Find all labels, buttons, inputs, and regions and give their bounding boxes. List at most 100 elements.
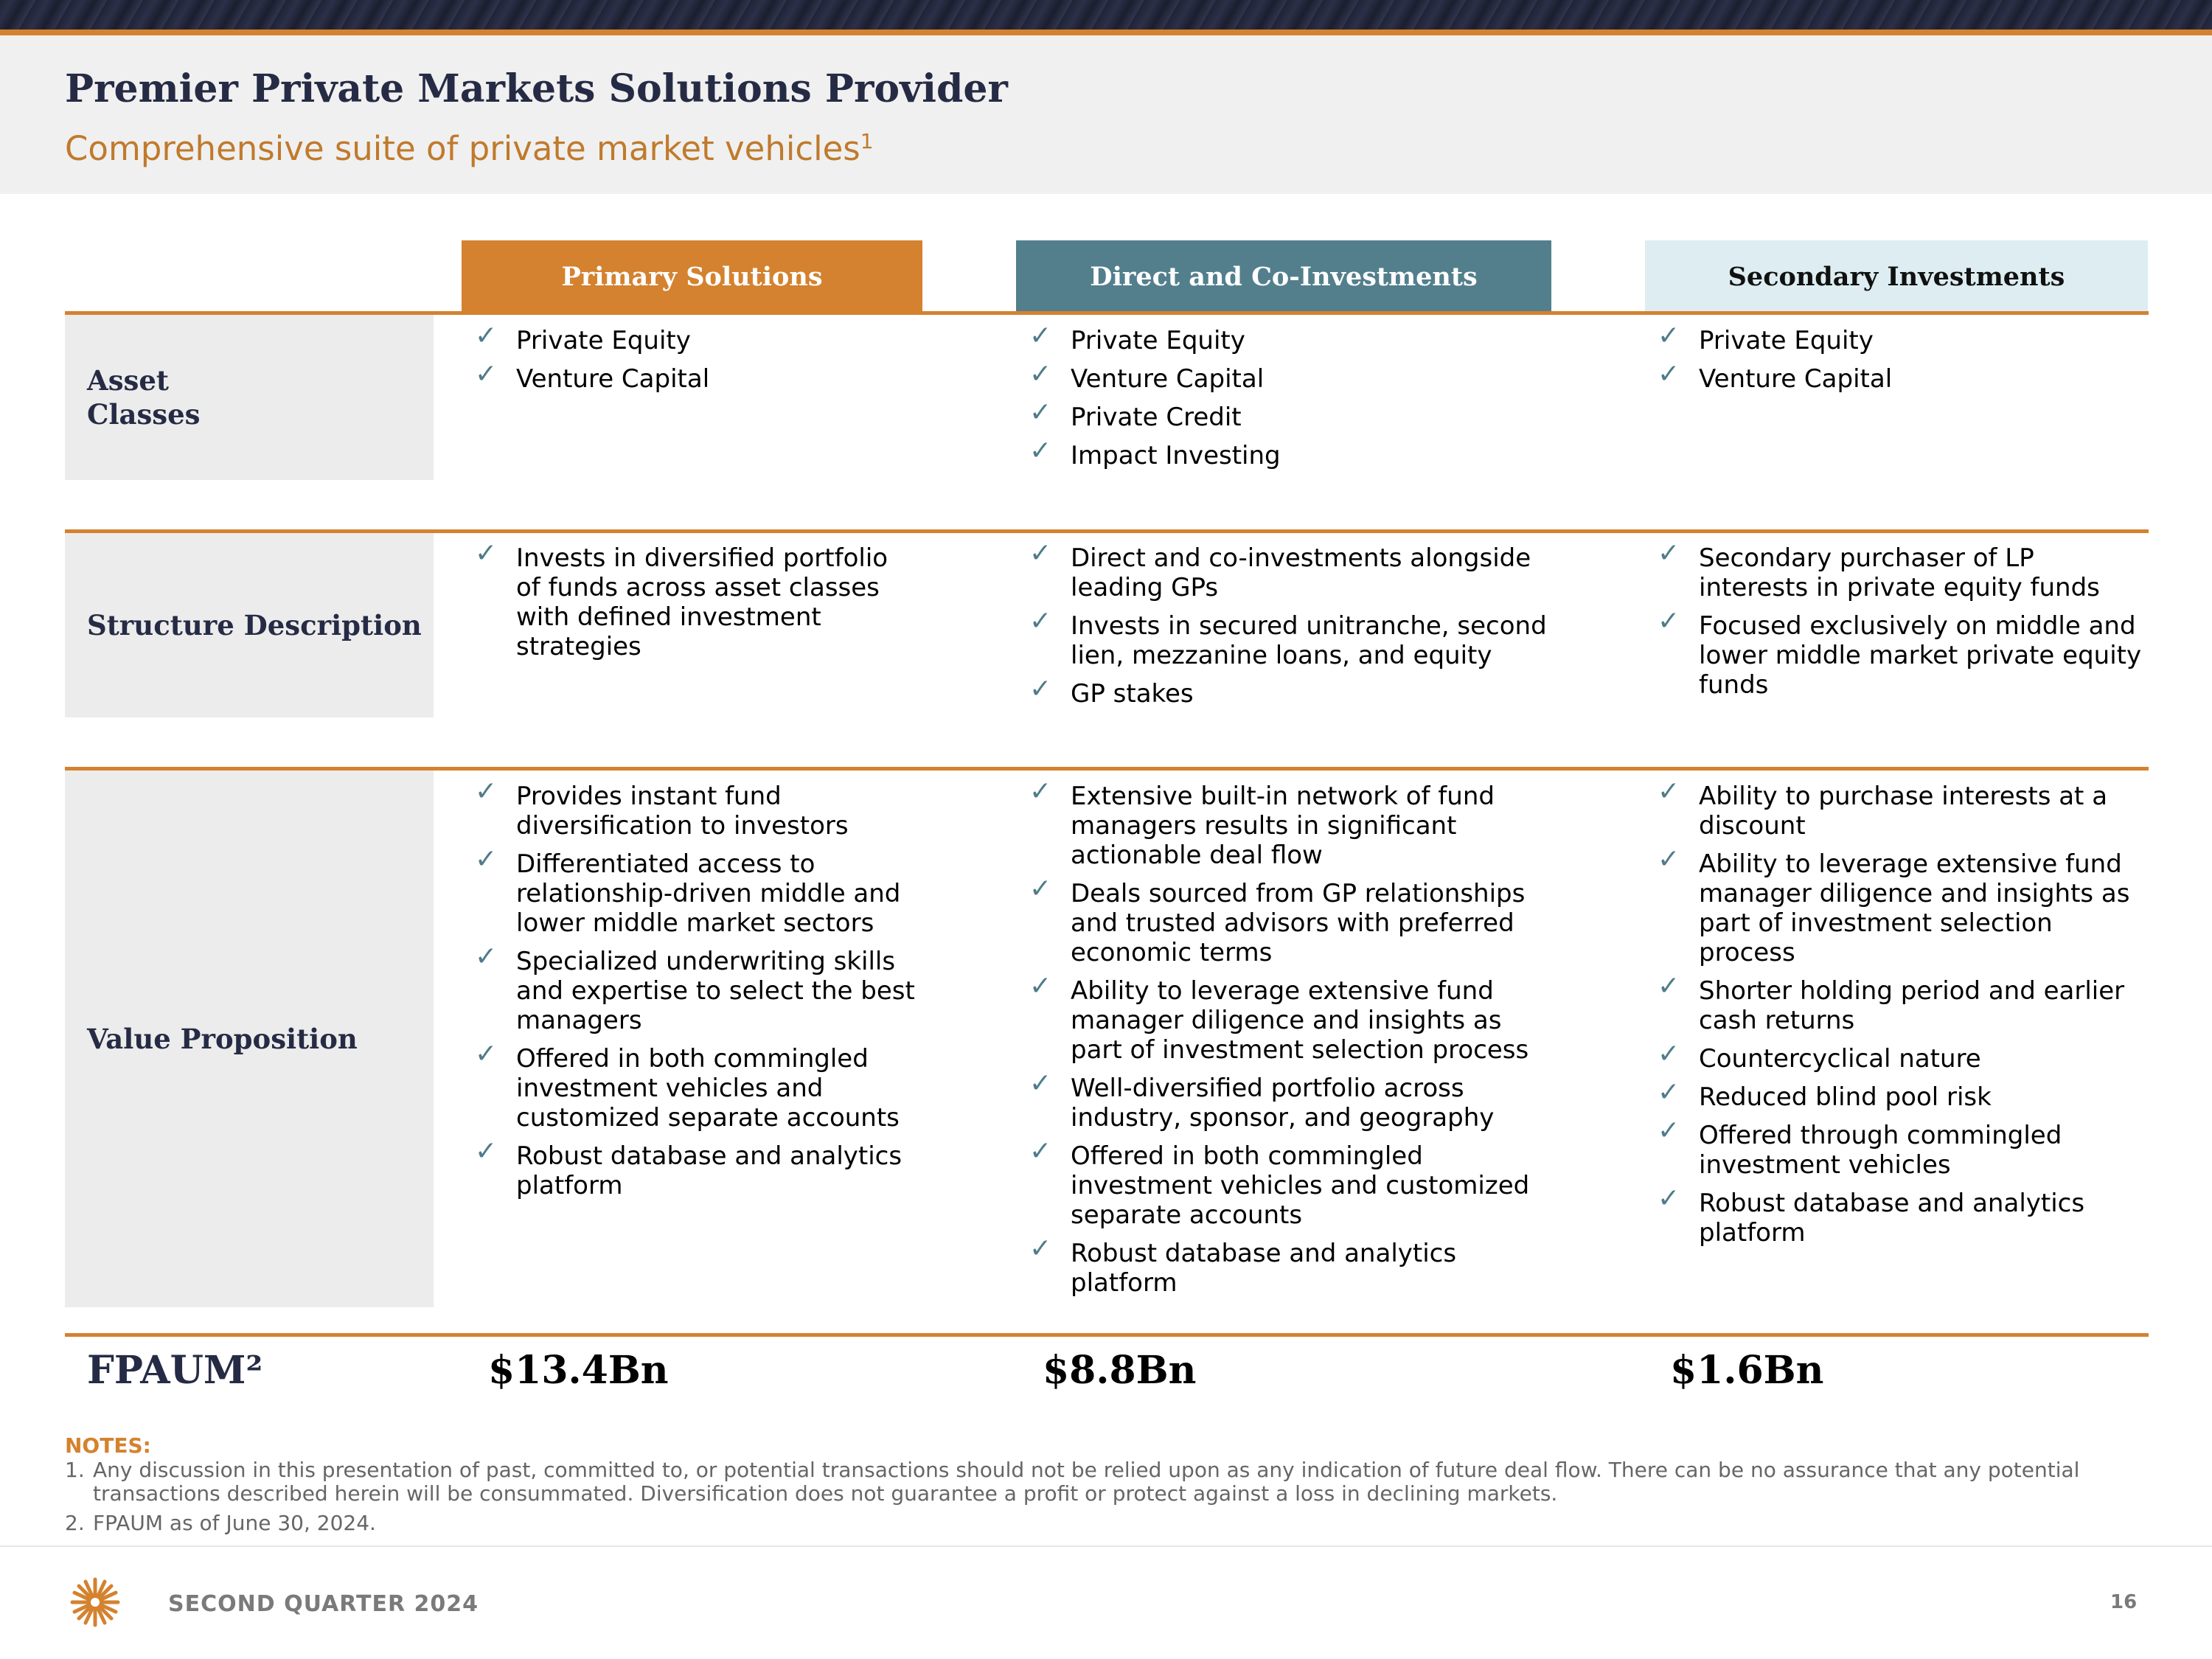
subtitle-text: Comprehensive suite of private market ve…	[65, 129, 860, 168]
note-1: 1. Any discussion in this presentation o…	[65, 1458, 2115, 1506]
checkmark-icon: ✓	[475, 776, 498, 807]
list-item: ✓ Well-diversified portfolio across indus…	[1029, 1069, 1560, 1133]
page-subtitle: Comprehensive suite of private market ve…	[65, 129, 874, 168]
note-text: FPAUM as of June 30, 2024.	[93, 1511, 376, 1535]
list-item: ✓ Robust database and analytics platform	[1658, 1184, 2144, 1248]
list-item-text: Invests in diversified portfolio of fund…	[516, 543, 888, 661]
list-item-text: Robust database and analytics platform	[1071, 1239, 1457, 1298]
checkmark-icon: ✓	[1029, 1234, 1052, 1264]
list-item-text: Offered in both commingled investment ve…	[516, 1044, 900, 1133]
checkmark-icon: ✓	[1029, 674, 1052, 704]
list-item-text: Shorter holding period and earlier cash …	[1699, 976, 2125, 1035]
footer-label: SECOND QUARTER 2024	[168, 1591, 479, 1617]
list-item: ✓ Offered in both commingled investment v…	[1029, 1137, 1560, 1231]
list-item: ✓ Direct and co-investments alongside lea…	[1029, 539, 1560, 603]
list-item: ✓ Deals sourced from GP relationships and…	[1029, 874, 1560, 968]
list-item: ✓ Venture Capital	[1658, 360, 2144, 394]
list-item: ✓ Reduced blind pool risk	[1658, 1078, 2144, 1113]
checkmark-icon: ✓	[475, 538, 498, 568]
list-item: ✓ GP stakes	[1029, 675, 1560, 709]
checkmark-icon: ✓	[1029, 397, 1052, 428]
cell-structure-direct: ✓ Direct and co-investments alongside lea…	[1029, 539, 1560, 717]
list-item-text: Venture Capital	[1699, 364, 1893, 394]
checkmark-icon: ✓	[1029, 436, 1052, 466]
column-header-direct: Direct and Co-Investments	[1016, 240, 1551, 313]
cell-value-direct: ✓ Extensive built-in network of fund mana…	[1029, 777, 1560, 1307]
checkmark-icon: ✓	[1658, 606, 1680, 636]
cell-value-primary: ✓ Provides instant fund diversification t…	[475, 777, 917, 1209]
list-item: ✓ Offered in both commingled investment v…	[475, 1040, 917, 1133]
list-item-text: Invests in secured unitranche, second li…	[1071, 611, 1547, 670]
row-label-value: Value Proposition	[65, 771, 434, 1307]
list-item: ✓ Countercyclical nature	[1658, 1040, 2144, 1074]
list-item: ✓ Venture Capital	[475, 360, 917, 394]
checkmark-icon: ✓	[1029, 1068, 1052, 1099]
list-item-text: Venture Capital	[1071, 364, 1265, 394]
footer-divider	[0, 1545, 2212, 1547]
list-item: ✓ Ability to leverage extensive fund mana…	[1029, 972, 1560, 1065]
checkmark-icon: ✓	[1658, 1183, 1680, 1214]
checkmark-icon: ✓	[1658, 1077, 1680, 1107]
top-accent-rule	[0, 29, 2212, 35]
page-title: Premier Private Markets Solutions Provid…	[65, 66, 1008, 111]
fpaum-secondary: $1.6Bn	[1670, 1348, 1824, 1393]
checkmark-icon: ✓	[1029, 606, 1052, 636]
list-item: ✓ Offered through commingled investment v…	[1658, 1116, 2144, 1180]
list-item: ✓ Private Credit	[1029, 398, 1560, 433]
list-item: ✓ Ability to purchase interests at a disc…	[1658, 777, 2144, 841]
cell-value-secondary: ✓ Ability to purchase interests at a disc…	[1658, 777, 2144, 1256]
list-item-text: Robust database and analytics platform	[516, 1141, 902, 1200]
note-text: Any discussion in this presentation of p…	[93, 1458, 2080, 1506]
checkmark-icon: ✓	[1658, 1116, 1680, 1146]
list-item: ✓ Invests in secured unitranche, second l…	[1029, 607, 1560, 671]
list-item-text: Ability to leverage extensive fund manag…	[1699, 849, 2130, 967]
row-label-text: Asset Classes	[87, 364, 201, 431]
checkmark-icon: ✓	[1658, 1039, 1680, 1069]
cell-structure-primary: ✓ Invests in diversified portfolio of fun…	[475, 539, 917, 670]
checkmark-icon: ✓	[475, 844, 498, 874]
list-item: ✓ Robust database and analytics platform	[475, 1137, 917, 1201]
checkmark-icon: ✓	[1029, 971, 1052, 1001]
row-divider	[65, 311, 2149, 315]
list-item: ✓ Ability to leverage extensive fund mana…	[1658, 845, 2144, 968]
checkmark-icon: ✓	[1658, 538, 1680, 568]
checkmark-icon: ✓	[475, 1039, 498, 1069]
row-divider	[65, 1333, 2149, 1337]
checkmark-icon: ✓	[1029, 1136, 1052, 1166]
page-number: 16	[2110, 1591, 2138, 1613]
checkmark-icon: ✓	[1029, 538, 1052, 568]
list-item-text: Reduced blind pool risk	[1699, 1082, 1992, 1112]
checkmark-icon: ✓	[475, 359, 498, 389]
list-item: ✓ Private Equity	[475, 321, 917, 356]
list-item-text: Private Equity	[1699, 326, 1874, 355]
list-item-text: Private Credit	[1071, 403, 1242, 432]
checkmark-icon: ✓	[1658, 359, 1680, 389]
starburst-logo-icon	[70, 1577, 120, 1627]
checkmark-icon: ✓	[475, 942, 498, 972]
fpaum-label: FPAUM²	[87, 1348, 263, 1393]
checkmark-icon: ✓	[1658, 971, 1680, 1001]
list-item-text: Focused exclusively on middle and lower …	[1699, 611, 2142, 700]
list-item: ✓ Impact Investing	[1029, 437, 1560, 471]
checkmark-icon: ✓	[1029, 321, 1052, 351]
list-item-text: Extensive built-in network of fund manag…	[1071, 782, 1495, 870]
cell-asset-direct: ✓ Private Equity ✓ Venture Capital ✓ Private …	[1029, 321, 1560, 479]
list-item-text: Well-diversified portfolio across indust…	[1071, 1074, 1495, 1133]
checkmark-icon: ✓	[1658, 321, 1680, 351]
checkmark-icon: ✓	[1658, 776, 1680, 807]
list-item: ✓ Venture Capital	[1029, 360, 1560, 394]
row-divider	[65, 767, 2149, 771]
row-label-structure: Structure Description	[65, 533, 434, 717]
list-item: ✓ Provides instant fund diversification t…	[475, 777, 917, 841]
checkmark-icon: ✓	[1658, 844, 1680, 874]
list-item: ✓ Private Equity	[1658, 321, 2144, 356]
cell-asset-primary: ✓ Private Equity ✓ Venture Capital	[475, 321, 917, 403]
list-item-text: Private Equity	[1071, 326, 1245, 355]
cell-asset-secondary: ✓ Private Equity ✓ Venture Capital	[1658, 321, 2144, 403]
list-item: ✓ Differentiated access to relationship-d…	[475, 845, 917, 939]
list-item: ✓ Focused exclusively on middle and lower…	[1658, 607, 2144, 700]
list-item-text: Countercyclical nature	[1699, 1044, 1981, 1074]
list-item-text: Impact Investing	[1071, 441, 1281, 470]
list-item-text: Robust database and analytics platform	[1699, 1189, 2085, 1248]
list-item-text: Secondary purchaser of LP interests in p…	[1699, 543, 2100, 602]
